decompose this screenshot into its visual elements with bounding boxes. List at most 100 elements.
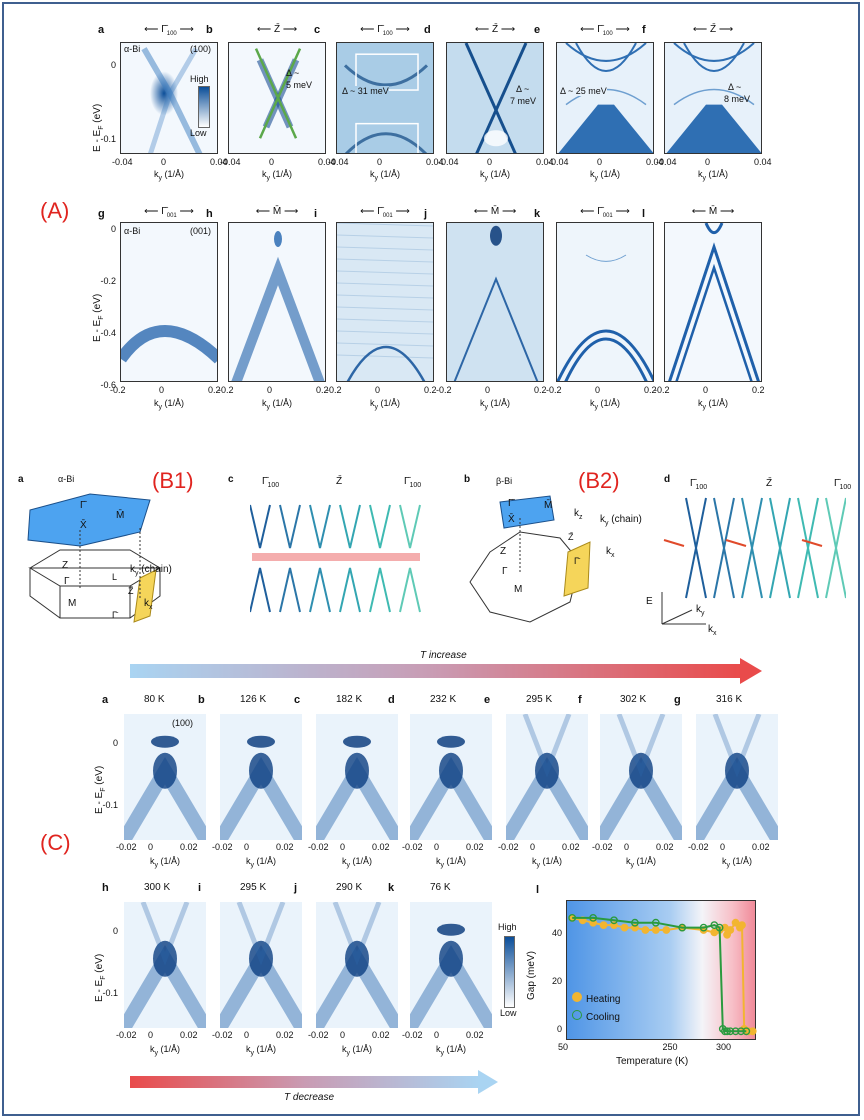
noise-line — [337, 282, 433, 287]
k-point-label: Γ̄ — [508, 498, 514, 509]
x-tick-label: 50 — [558, 1042, 569, 1052]
x-tick-label: 0 — [244, 842, 250, 852]
right-arrow-icon: ⟶ — [281, 206, 299, 217]
side-surface — [133, 569, 157, 623]
band-line — [557, 329, 653, 381]
right-arrow-icon: ⟶ — [499, 206, 517, 217]
k-point-label: M̄ — [116, 510, 125, 521]
k-point-subscript: 100 — [166, 31, 177, 37]
data-point-heating — [731, 918, 740, 927]
colorbar-low: Low — [190, 128, 207, 138]
x-axis-label: ky (1/Å) — [247, 398, 307, 411]
x-axis-label-text: k — [697, 398, 703, 408]
x-tick-label: 0 — [377, 157, 383, 167]
panel-label: g — [674, 694, 681, 706]
x-tick-label: 0 — [161, 157, 167, 167]
band-line — [683, 43, 745, 72]
y-axis-unit: (eV) — [92, 293, 103, 316]
arpes-panel — [120, 222, 218, 382]
gap-value: 5 meV — [286, 80, 313, 90]
arpes-spectrum — [453, 225, 539, 381]
x-tick-label: 0.04 — [536, 157, 554, 167]
x-tick-label: 0 — [705, 157, 711, 167]
lower-band — [797, 547, 819, 599]
bulk-band — [558, 104, 653, 153]
x-axis-label-text: k — [153, 398, 159, 408]
panel-label: l — [642, 208, 646, 220]
y-axis-unit: (eV) — [94, 953, 105, 976]
x-axis-label-text: k — [435, 856, 441, 866]
x-axis-unit: (1/Å) — [633, 856, 656, 866]
panel-label: a — [102, 694, 109, 706]
x-tick-label: 0 — [720, 842, 726, 852]
k-point-label: Γ̄ — [161, 206, 167, 217]
x-axis-label: ky (1/Å) — [231, 1044, 291, 1057]
upper-band — [250, 504, 271, 549]
upper-band — [343, 735, 371, 748]
x-axis-subscript: y — [158, 174, 162, 182]
x-tick-label: 0 — [375, 385, 381, 395]
x-axis-subscript: y — [154, 861, 158, 869]
increase-label: T increase — [420, 650, 467, 661]
material-label: β-Bi — [496, 476, 513, 486]
data-point-heating — [641, 926, 650, 934]
x-axis-label: ky (1/Å) — [327, 856, 387, 869]
x-tick-label: -0.04 — [656, 157, 677, 167]
x-axis-label: ky (1/Å) — [575, 169, 635, 182]
band-line — [346, 345, 426, 381]
x-axis-label: ky (1/Å) — [683, 169, 743, 182]
band-tip — [490, 225, 502, 246]
y-tick-label: 0 — [112, 738, 118, 748]
x-axis-unit: (1/Å) — [253, 856, 276, 866]
left-arrow-icon: ⟵ — [256, 24, 274, 35]
x-axis-label: ky (1/Å) — [517, 856, 577, 869]
panel-label: f — [578, 694, 582, 706]
x-axis-subscript: y — [484, 174, 488, 182]
panel-label: c — [294, 694, 301, 706]
x-tick-label: 0.02 — [276, 842, 294, 852]
panel-header: ⟵ Γ̄001 ⟶ — [565, 206, 645, 219]
x-axis-label: ky (1/Å) — [707, 856, 767, 869]
band-intensity — [150, 71, 178, 116]
arpes-spectrum — [316, 902, 398, 1028]
x-axis-label-text: k — [589, 169, 595, 179]
right-arrow-icon: ⟶ — [392, 206, 410, 217]
x-tick-label: 300 — [715, 1042, 731, 1052]
band-intensity — [249, 940, 273, 977]
k-point-header: Z̄ — [336, 476, 343, 487]
noise-line — [337, 354, 433, 359]
arpes-panel — [664, 222, 762, 382]
kx-axis-label: kx — [606, 546, 615, 559]
x-tick-label: 0 — [244, 1030, 250, 1040]
x-axis-subscript: y — [374, 403, 378, 411]
x-tick-label: 250 — [662, 1042, 678, 1052]
data-point-heating — [651, 926, 660, 934]
x-tick-label: -0.02 — [116, 1030, 137, 1040]
upper-band — [437, 923, 465, 936]
k-point-label: Γ — [64, 576, 70, 587]
panel-label: j — [294, 882, 298, 894]
ky-axis-label: ky (chain) — [600, 514, 642, 527]
x-tick-label: 0.2 — [316, 385, 329, 395]
brillouin-zone-alpha — [27, 493, 162, 623]
panel-header: ⟵ Z̄ ⟶ — [237, 24, 317, 37]
y-axis-subscript: F — [100, 975, 107, 980]
band-line — [332, 902, 382, 966]
x-tick-label: 0.02 — [180, 1030, 198, 1040]
x-tick-label: 0.02 — [466, 1030, 484, 1040]
x-axis-label-text: k — [261, 169, 267, 179]
brillouin-zone-beta — [469, 495, 591, 623]
lower-band — [769, 547, 791, 599]
gap-band — [252, 553, 420, 561]
k-point-label: M̄ — [708, 206, 718, 217]
k-point: Γ̄ — [690, 478, 696, 489]
x-axis-label-text: k — [697, 169, 703, 179]
k-point-header: Z̄ — [766, 478, 773, 489]
band-line — [121, 325, 217, 364]
panel-label: d — [388, 694, 395, 706]
x-tick-label: 0.2 — [644, 385, 657, 395]
gap-label: Δ ~ 25 meV — [560, 86, 607, 96]
panel-label: g — [98, 208, 105, 220]
band-line — [673, 88, 755, 106]
data-point-heating — [748, 1027, 757, 1036]
